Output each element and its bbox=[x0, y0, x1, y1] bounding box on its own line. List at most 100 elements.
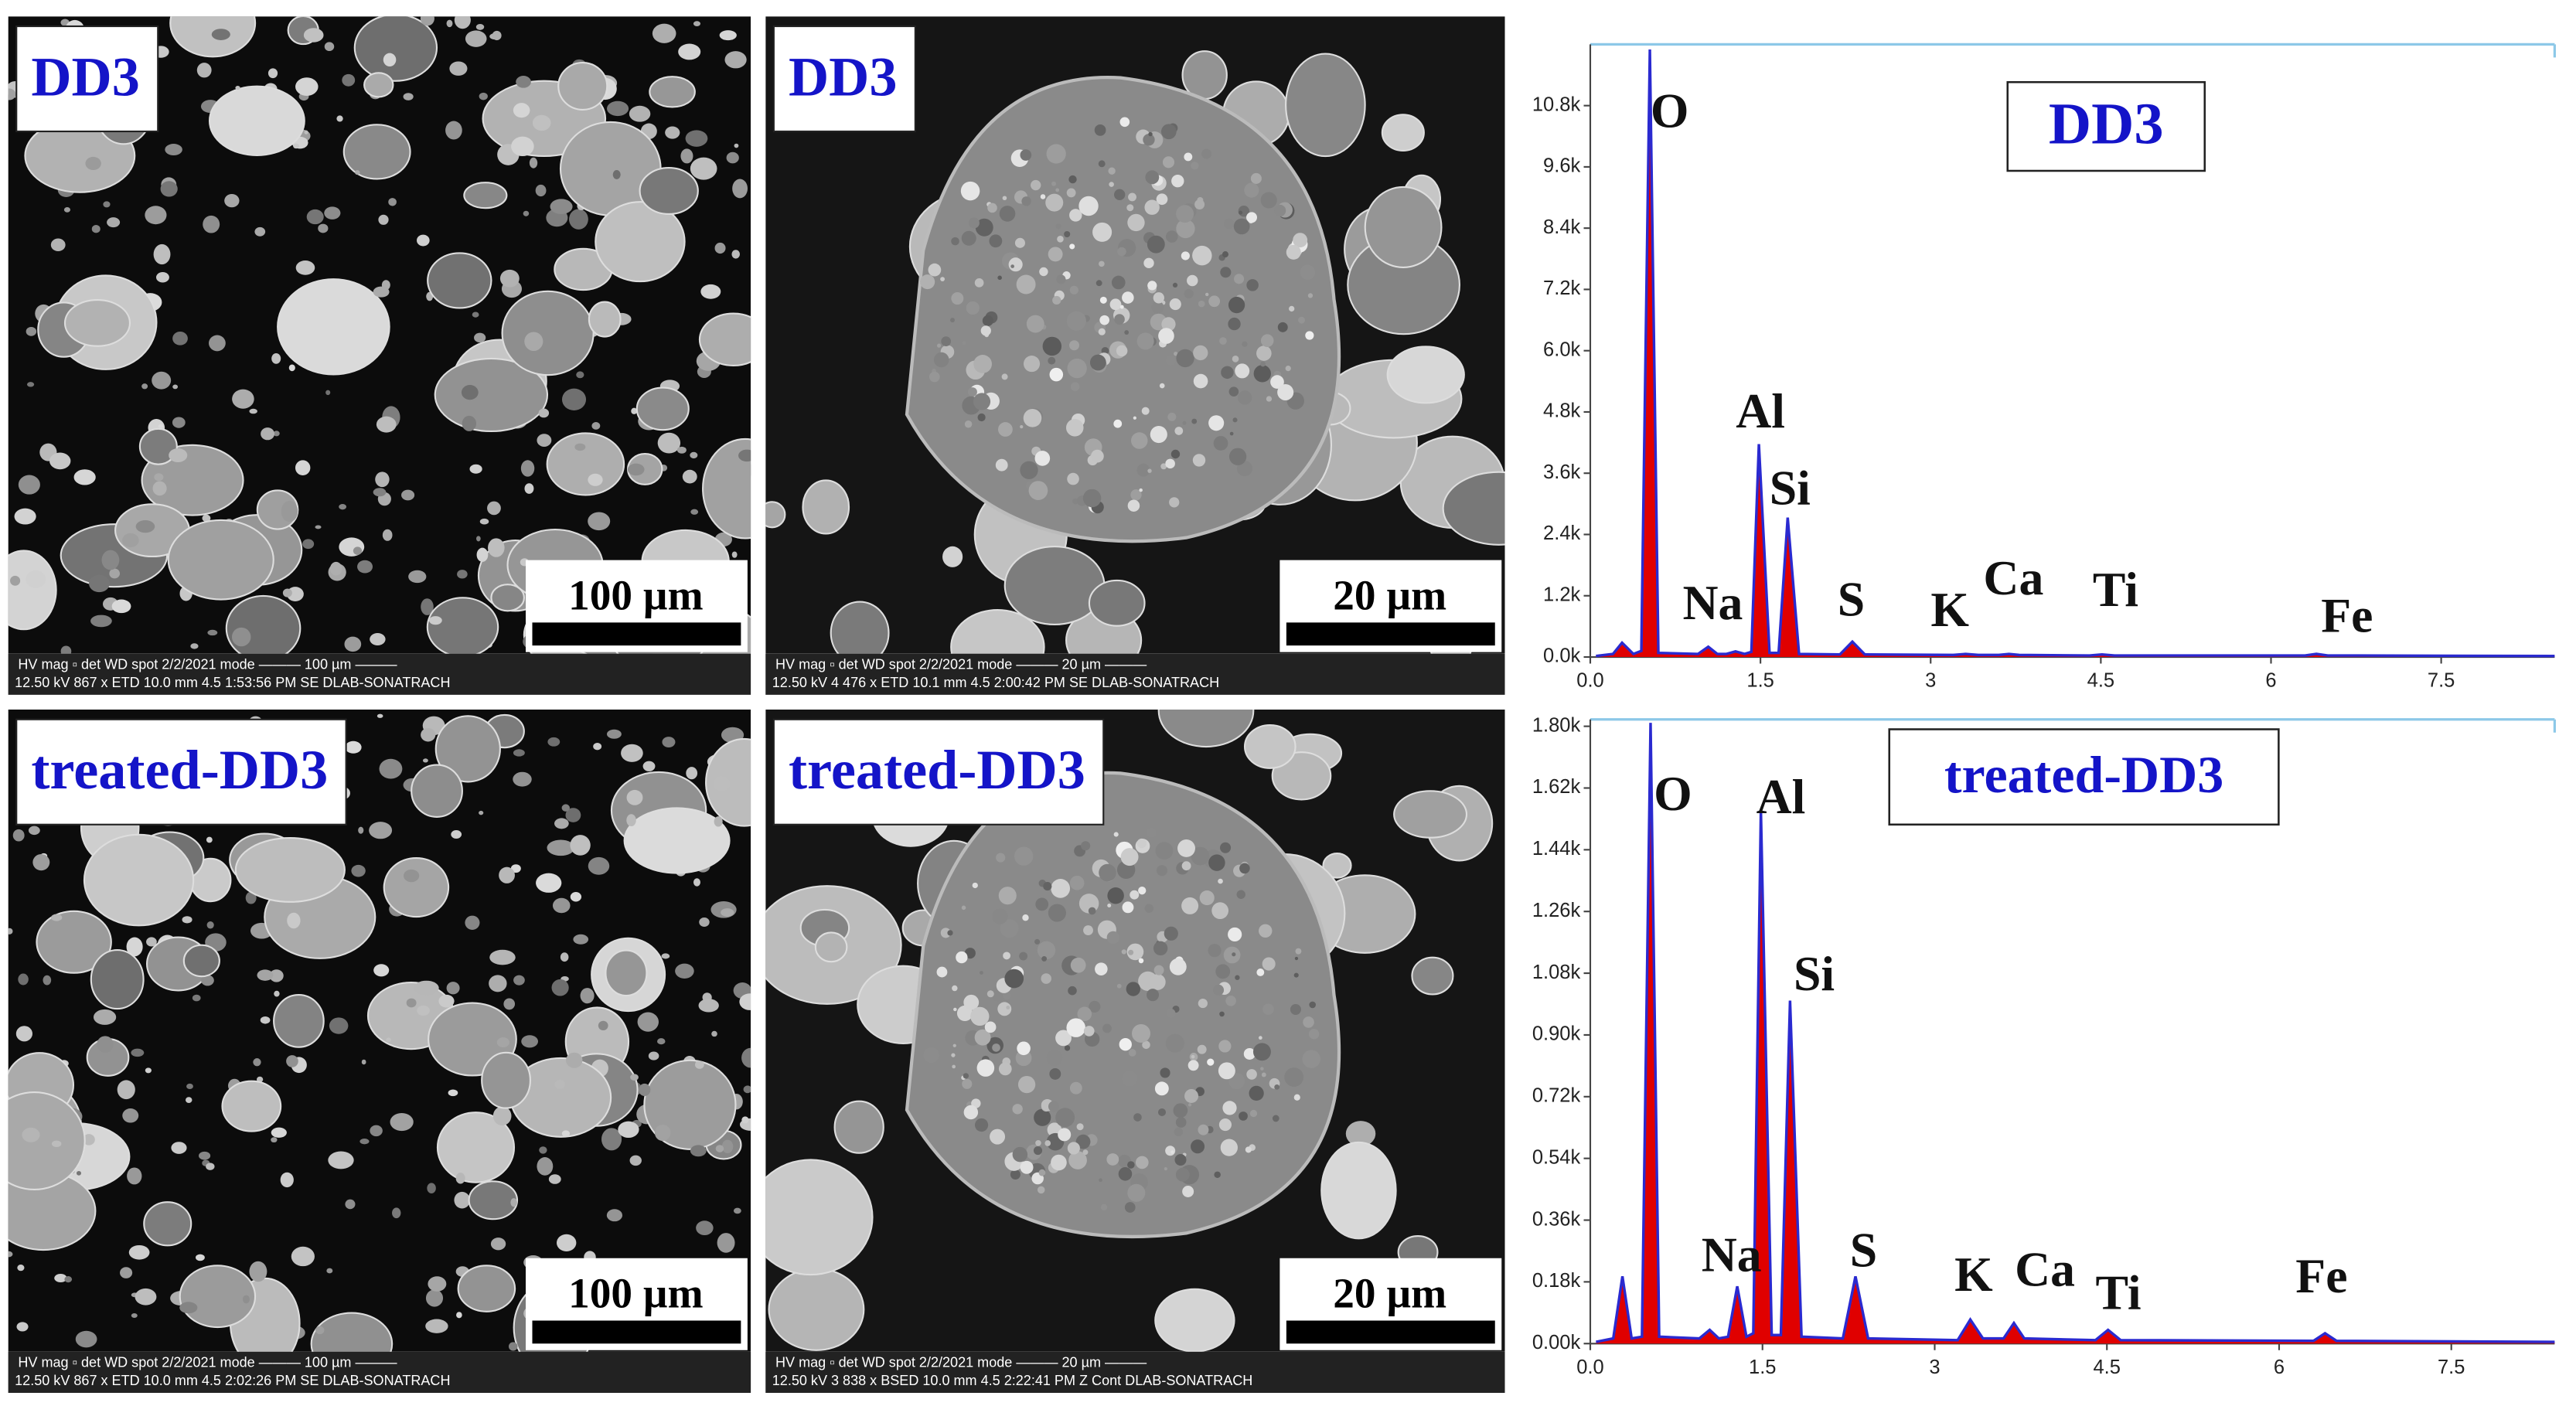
particle bbox=[475, 23, 485, 30]
texture bbox=[1219, 1011, 1225, 1017]
particle bbox=[304, 130, 308, 134]
particle bbox=[111, 599, 131, 614]
texture bbox=[1193, 373, 1208, 389]
peak-label: Si bbox=[1770, 461, 1811, 516]
particle bbox=[554, 818, 569, 829]
texture bbox=[1132, 1024, 1150, 1043]
particle bbox=[146, 937, 157, 947]
y-tick-label: 7.2k bbox=[1543, 277, 1580, 299]
particle bbox=[355, 170, 360, 175]
particle bbox=[1345, 1121, 1376, 1147]
texture bbox=[1246, 212, 1257, 223]
texture bbox=[1043, 882, 1052, 891]
info-top: HV mag ▫ det WD spot 2/2/2021 mode ——— 2… bbox=[775, 1355, 1147, 1370]
texture bbox=[1246, 279, 1259, 291]
texture bbox=[1048, 356, 1056, 365]
particle bbox=[295, 77, 319, 97]
particle bbox=[235, 85, 240, 90]
particle bbox=[152, 371, 172, 390]
particle bbox=[242, 1295, 250, 1304]
particle bbox=[51, 914, 63, 921]
particle bbox=[15, 1026, 32, 1042]
particle bbox=[49, 452, 71, 470]
texture bbox=[951, 1053, 956, 1057]
particle bbox=[715, 1145, 724, 1152]
y-tick-label: 0.72k bbox=[1532, 1085, 1581, 1107]
texture bbox=[998, 1062, 1012, 1076]
particle bbox=[122, 1108, 139, 1123]
texture bbox=[1225, 995, 1236, 1006]
y-tick-label: 8.4k bbox=[1543, 216, 1580, 238]
texture bbox=[1252, 1043, 1271, 1061]
particle bbox=[733, 1207, 741, 1214]
texture bbox=[1208, 295, 1221, 308]
texture bbox=[1127, 499, 1140, 512]
particle bbox=[209, 335, 226, 352]
particle bbox=[303, 28, 324, 43]
y-tick-label: 2.4k bbox=[1543, 523, 1580, 544]
texture bbox=[1211, 902, 1229, 920]
scale-label: 100 µm bbox=[568, 1269, 704, 1316]
texture bbox=[1262, 1003, 1274, 1016]
texture bbox=[1300, 264, 1316, 280]
texture bbox=[1069, 209, 1082, 222]
particle bbox=[370, 633, 386, 645]
particle bbox=[185, 1097, 193, 1103]
texture bbox=[1055, 188, 1060, 192]
texture bbox=[1118, 1167, 1133, 1181]
y-tick-label: 1.62k bbox=[1532, 776, 1581, 798]
particle bbox=[513, 771, 532, 787]
texture bbox=[1244, 182, 1259, 198]
texture bbox=[1181, 861, 1191, 871]
texture bbox=[1307, 293, 1314, 298]
texture bbox=[1181, 897, 1199, 914]
particle bbox=[593, 743, 602, 751]
particle bbox=[490, 1237, 506, 1251]
texture bbox=[1169, 958, 1187, 975]
peak-label: Ca bbox=[2015, 1242, 2075, 1297]
texture bbox=[1130, 432, 1148, 449]
texture bbox=[1109, 182, 1114, 187]
particle bbox=[550, 199, 573, 215]
particle bbox=[90, 949, 145, 1010]
texture bbox=[1143, 134, 1155, 146]
particle bbox=[192, 994, 201, 1002]
texture bbox=[1126, 982, 1141, 996]
texture bbox=[1124, 1202, 1136, 1213]
particle bbox=[461, 385, 479, 400]
info-bottom: 12.50 kV 3 838 x BSED 10.0 mm 4.5 2:22:4… bbox=[772, 1373, 1253, 1388]
texture bbox=[1068, 1151, 1087, 1169]
texture bbox=[1003, 991, 1011, 1000]
texture bbox=[1256, 346, 1272, 361]
particle bbox=[765, 501, 786, 529]
particle bbox=[403, 93, 414, 100]
particle bbox=[942, 546, 963, 567]
particle bbox=[537, 434, 552, 448]
particle bbox=[536, 873, 562, 893]
particle bbox=[206, 1163, 215, 1170]
texture bbox=[1049, 367, 1064, 382]
particle bbox=[568, 209, 588, 230]
particle bbox=[438, 994, 455, 1008]
label-box bbox=[15, 718, 347, 826]
particle bbox=[28, 826, 40, 836]
particle bbox=[520, 460, 535, 477]
texture bbox=[998, 887, 1017, 905]
texture bbox=[1126, 943, 1144, 961]
texture bbox=[1122, 901, 1134, 914]
texture bbox=[1144, 904, 1154, 913]
texture bbox=[1258, 1036, 1262, 1040]
particle bbox=[8, 550, 57, 631]
texture bbox=[1232, 417, 1238, 423]
texture bbox=[1042, 336, 1062, 356]
texture bbox=[1127, 213, 1145, 232]
particle bbox=[601, 1128, 622, 1151]
texture bbox=[1010, 1169, 1021, 1180]
particle bbox=[732, 179, 748, 199]
texture bbox=[1159, 383, 1165, 389]
particle bbox=[561, 1130, 571, 1137]
particle bbox=[202, 514, 211, 523]
texture bbox=[1270, 375, 1284, 389]
particle bbox=[547, 839, 575, 856]
texture bbox=[933, 352, 949, 368]
